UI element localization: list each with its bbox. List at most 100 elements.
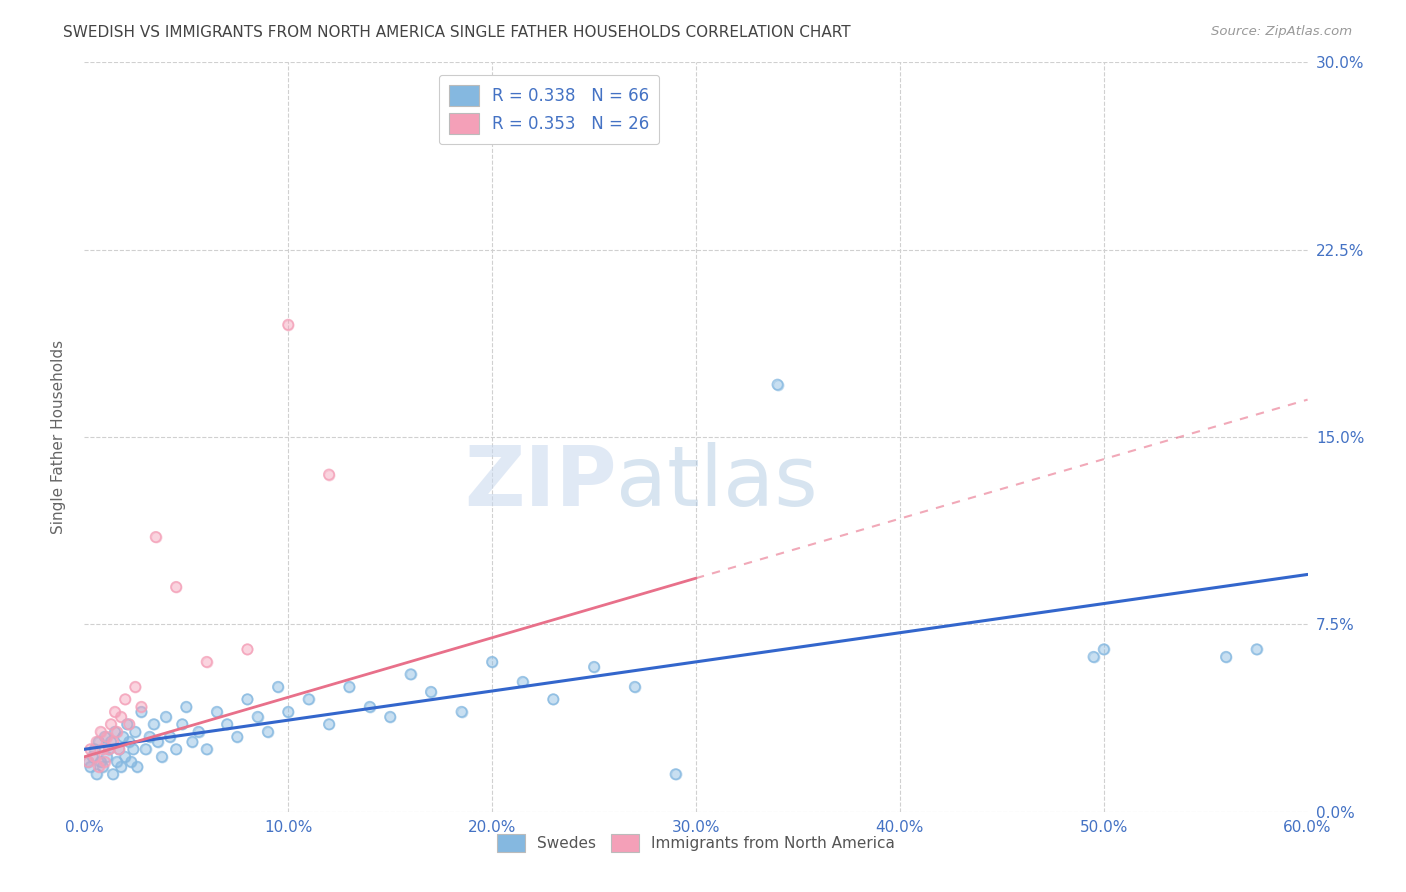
- Point: [93, 755, 115, 769]
- Point: [87, 760, 110, 774]
- Point: [226, 730, 249, 744]
- Point: [481, 655, 503, 669]
- Point: [172, 717, 194, 731]
- Point: [1215, 649, 1237, 664]
- Point: [187, 724, 209, 739]
- Point: [86, 735, 108, 749]
- Point: [205, 705, 228, 719]
- Point: [1083, 649, 1105, 664]
- Point: [120, 755, 142, 769]
- Point: [1092, 642, 1115, 657]
- Point: [1246, 642, 1268, 657]
- Point: [195, 742, 218, 756]
- Point: [131, 705, 153, 719]
- Point: [665, 767, 688, 781]
- Point: [246, 710, 269, 724]
- Point: [277, 705, 299, 719]
- Point: [124, 680, 146, 694]
- Point: [112, 730, 135, 744]
- Point: [766, 377, 789, 392]
- Point: [131, 699, 153, 714]
- Point: [114, 749, 136, 764]
- Point: [150, 749, 173, 764]
- Point: [359, 699, 381, 714]
- Point: [624, 680, 647, 694]
- Point: [86, 767, 108, 781]
- Point: [93, 730, 115, 744]
- Point: [155, 710, 177, 724]
- Point: [165, 580, 187, 594]
- Point: [87, 760, 110, 774]
- Point: [165, 742, 187, 756]
- Point: [115, 717, 138, 731]
- Point: [195, 655, 218, 669]
- Point: [108, 742, 131, 756]
- Point: [420, 685, 443, 699]
- Point: [1215, 649, 1237, 664]
- Point: [359, 699, 381, 714]
- Point: [114, 692, 136, 706]
- Point: [115, 717, 138, 731]
- Point: [246, 710, 269, 724]
- Point: [583, 660, 606, 674]
- Point: [450, 705, 472, 719]
- Point: [145, 530, 167, 544]
- Point: [512, 674, 534, 689]
- Point: [77, 755, 100, 769]
- Point: [120, 755, 142, 769]
- Point: [108, 742, 131, 756]
- Point: [104, 705, 127, 719]
- Point: [97, 742, 120, 756]
- Point: [339, 680, 361, 694]
- Point: [277, 318, 299, 332]
- Point: [110, 710, 132, 724]
- Point: [205, 705, 228, 719]
- Point: [298, 692, 321, 706]
- Point: [146, 735, 169, 749]
- Point: [100, 717, 122, 731]
- Point: [145, 530, 167, 544]
- Point: [159, 730, 181, 744]
- Point: [138, 730, 160, 744]
- Point: [97, 742, 120, 756]
- Point: [543, 692, 565, 706]
- Point: [155, 710, 177, 724]
- Point: [172, 717, 194, 731]
- Point: [77, 755, 100, 769]
- Point: [142, 717, 165, 731]
- Point: [108, 742, 131, 756]
- Point: [318, 717, 340, 731]
- Text: ZIP: ZIP: [464, 442, 616, 523]
- Point: [83, 742, 105, 756]
- Point: [174, 699, 197, 714]
- Point: [195, 655, 218, 669]
- Point: [91, 742, 114, 756]
- Point: [277, 705, 299, 719]
- Point: [543, 692, 565, 706]
- Text: Source: ZipAtlas.com: Source: ZipAtlas.com: [1212, 25, 1353, 38]
- Point: [86, 735, 108, 749]
- Point: [79, 760, 101, 774]
- Point: [1083, 649, 1105, 664]
- Point: [187, 724, 209, 739]
- Point: [87, 735, 110, 749]
- Point: [236, 642, 259, 657]
- Point: [93, 755, 115, 769]
- Point: [96, 730, 118, 744]
- Point: [101, 735, 124, 749]
- Point: [100, 735, 122, 749]
- Point: [165, 580, 187, 594]
- Point: [96, 749, 118, 764]
- Point: [91, 742, 114, 756]
- Point: [159, 730, 181, 744]
- Point: [131, 705, 153, 719]
- Point: [104, 724, 127, 739]
- Y-axis label: Single Father Households: Single Father Households: [51, 340, 66, 534]
- Point: [165, 742, 187, 756]
- Point: [195, 742, 218, 756]
- Point: [236, 642, 259, 657]
- Point: [101, 767, 124, 781]
- Point: [624, 680, 647, 694]
- Point: [131, 699, 153, 714]
- Point: [318, 467, 340, 482]
